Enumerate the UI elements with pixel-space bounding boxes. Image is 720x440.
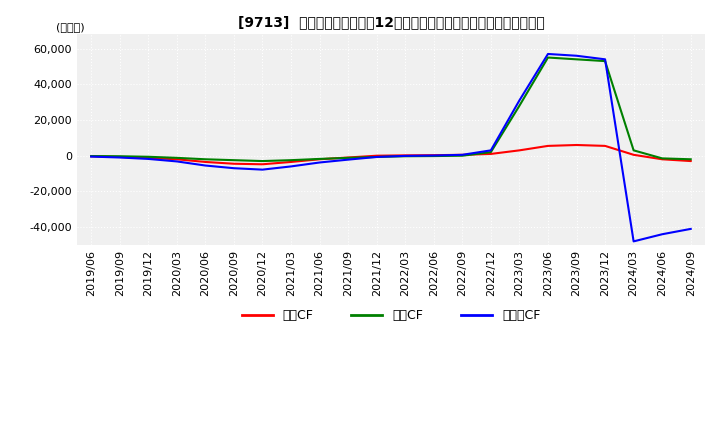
Y-axis label: (百万円): (百万円) xyxy=(56,22,85,32)
Legend: 営業CF, 投資CF, フリーCF: 営業CF, 投資CF, フリーCF xyxy=(236,304,545,327)
Title: [9713]  キャッシュフローの12か月移動合計の対前年同期増減額の推移: [9713] キャッシュフローの12か月移動合計の対前年同期増減額の推移 xyxy=(238,15,544,29)
